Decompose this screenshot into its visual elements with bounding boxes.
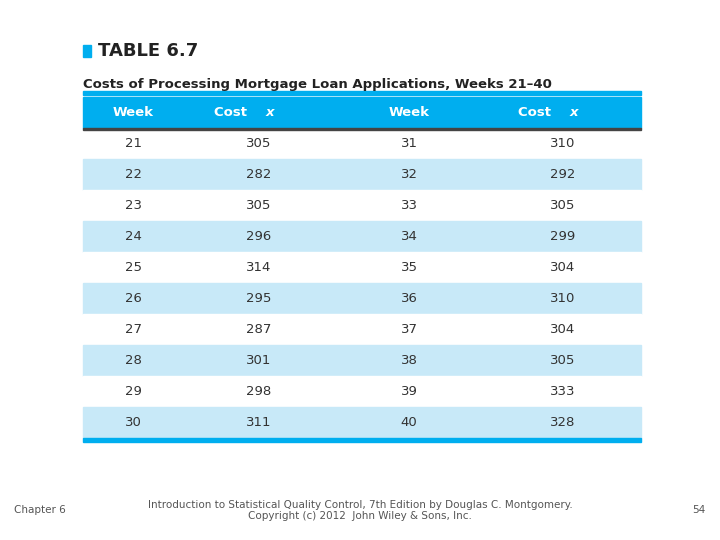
- Bar: [83, 345, 641, 376]
- Text: Cost: Cost: [214, 106, 251, 119]
- Text: 27: 27: [125, 323, 142, 336]
- Text: 26: 26: [125, 292, 141, 305]
- Text: 304: 304: [550, 323, 575, 336]
- Text: 21: 21: [125, 137, 142, 150]
- Bar: [83, 283, 641, 314]
- Text: 25: 25: [125, 261, 142, 274]
- Text: 23: 23: [125, 199, 142, 212]
- Text: 22: 22: [125, 168, 142, 181]
- Text: 296: 296: [246, 230, 271, 243]
- Text: x: x: [266, 106, 274, 119]
- Text: 310: 310: [550, 137, 575, 150]
- Text: 39: 39: [401, 385, 418, 398]
- Text: 305: 305: [246, 199, 271, 212]
- Text: 31: 31: [401, 137, 418, 150]
- Text: 35: 35: [401, 261, 418, 274]
- Text: 333: 333: [550, 385, 575, 398]
- Bar: [83, 159, 641, 190]
- Text: 310: 310: [550, 292, 575, 305]
- Text: 328: 328: [550, 416, 575, 429]
- Bar: [83, 97, 641, 128]
- Bar: [83, 438, 641, 442]
- Text: 28: 28: [125, 354, 141, 367]
- Text: 305: 305: [246, 137, 271, 150]
- Text: 282: 282: [246, 168, 271, 181]
- Bar: [83, 221, 641, 252]
- Text: Cost: Cost: [518, 106, 556, 119]
- Text: 40: 40: [401, 416, 418, 429]
- Text: 33: 33: [401, 199, 418, 212]
- Text: 24: 24: [125, 230, 141, 243]
- Text: x: x: [570, 106, 578, 119]
- Text: 314: 314: [246, 261, 271, 274]
- Text: 305: 305: [550, 354, 575, 367]
- Text: 29: 29: [125, 385, 141, 398]
- Text: 36: 36: [401, 292, 418, 305]
- Text: Week: Week: [389, 106, 430, 119]
- Text: 298: 298: [246, 385, 271, 398]
- Bar: [83, 252, 641, 283]
- Bar: [83, 128, 641, 159]
- Text: 301: 301: [246, 354, 271, 367]
- Text: 38: 38: [401, 354, 418, 367]
- Bar: [83, 91, 641, 95]
- Text: 34: 34: [401, 230, 418, 243]
- Bar: [83, 407, 641, 438]
- Text: 30: 30: [125, 416, 141, 429]
- Text: Week: Week: [112, 106, 153, 119]
- Text: Chapter 6: Chapter 6: [14, 505, 66, 515]
- Bar: [83, 376, 641, 407]
- Bar: [83, 128, 641, 130]
- Text: 287: 287: [246, 323, 271, 336]
- Text: Costs of Processing Mortgage Loan Applications, Weeks 21–40: Costs of Processing Mortgage Loan Applic…: [83, 78, 552, 91]
- Bar: [83, 314, 641, 345]
- Text: TABLE 6.7: TABLE 6.7: [98, 42, 198, 60]
- Text: 292: 292: [550, 168, 575, 181]
- Text: 54: 54: [693, 505, 706, 515]
- Text: 32: 32: [401, 168, 418, 181]
- Bar: [83, 190, 641, 221]
- Text: 295: 295: [246, 292, 271, 305]
- Bar: [83, 45, 91, 57]
- Text: 299: 299: [550, 230, 575, 243]
- Text: 304: 304: [550, 261, 575, 274]
- Text: 305: 305: [550, 199, 575, 212]
- Text: 37: 37: [401, 323, 418, 336]
- Text: Introduction to Statistical Quality Control, 7th Edition by Douglas C. Montgomer: Introduction to Statistical Quality Cont…: [148, 500, 572, 521]
- Text: 311: 311: [246, 416, 271, 429]
